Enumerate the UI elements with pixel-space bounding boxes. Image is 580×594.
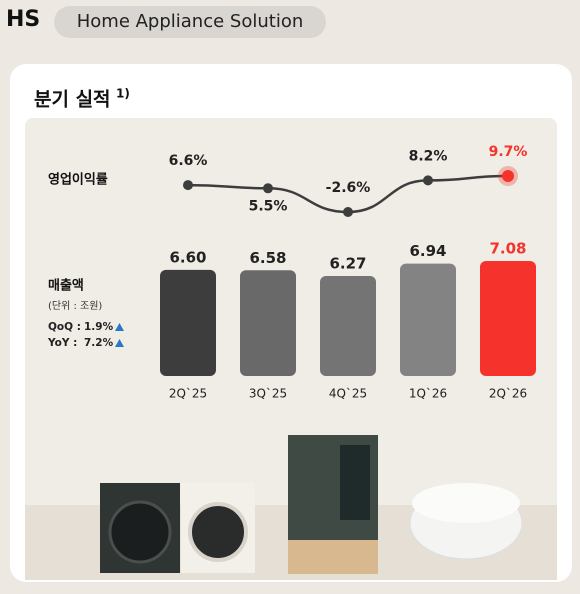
value-label: 7.08 [489,240,526,258]
growth-value: 7.2% [84,337,114,349]
value-label: 6.6% [169,153,208,169]
value-label: 6.60 [169,248,206,266]
segment: HS [6,7,40,32]
series-name: 영업이익률 [48,172,108,188]
value-label: 6.58 [249,249,286,267]
value-label: -2.6% [326,180,371,196]
up-arrow [115,339,124,347]
point [423,175,433,186]
point [263,183,273,194]
unit: (단위 : 조원) [48,299,102,312]
segment-name: Home Appliance Solution [77,11,304,32]
bar [240,270,296,376]
growth-label: QoQ : [48,321,81,333]
point [343,207,353,217]
x-tick-label: 2Q`25 [169,387,207,401]
value-label: 9.7% [489,144,528,160]
series-name: 매출액 [48,278,84,294]
growth-label: YoY : [47,337,77,349]
bar [160,269,216,376]
fridge-window [340,445,370,520]
x-tick-label: 4Q`25 [329,387,367,401]
fridge-bottom [288,540,378,574]
x-tick-label: 2Q`26 [489,387,527,401]
bar [320,276,376,376]
footnote-mark: 1) [116,87,130,101]
value-label: 8.2% [409,148,448,164]
dryer-door [188,502,248,562]
value-label: 5.5% [249,198,288,214]
growth-value: 1.9% [84,321,114,333]
bar [480,261,536,376]
products [100,435,523,574]
point [183,180,193,191]
card-title: 분기 실적 [34,89,111,111]
speaker-top [412,483,520,523]
x-tick-label: 1Q`26 [409,387,447,401]
value-label: 6.27 [329,255,366,273]
x-tick-label: 3Q`25 [249,387,287,401]
bar [400,263,456,376]
name-pill [54,6,326,38]
washer-door [108,500,172,564]
point [502,170,514,182]
value-label: 6.94 [409,242,446,260]
up-arrow [115,323,124,331]
